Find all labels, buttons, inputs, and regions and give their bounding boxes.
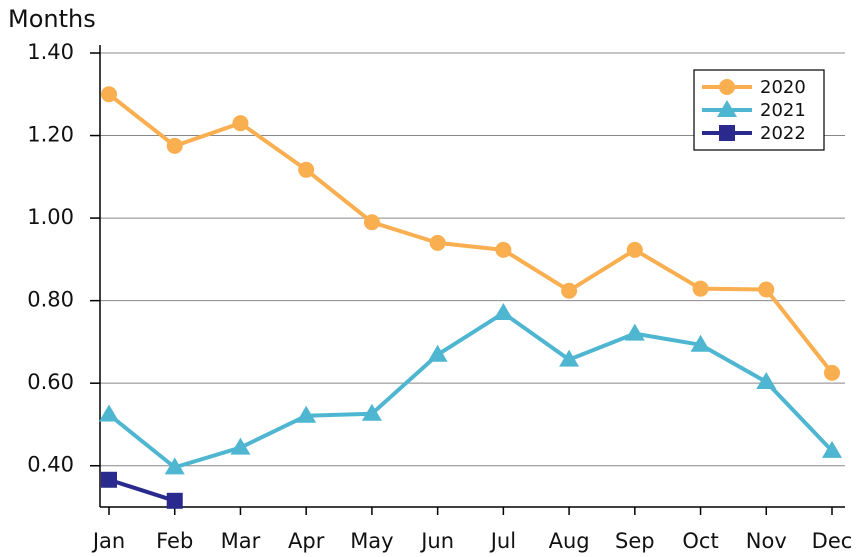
legend-label: 2022 [760, 123, 806, 144]
legend-label: 2021 [760, 100, 806, 121]
data-point [298, 161, 315, 178]
x-tick-label: Jun [419, 529, 454, 553]
data-point [561, 282, 578, 299]
y-tick-label: 0.80 [27, 288, 74, 312]
data-point [495, 241, 512, 258]
data-point [361, 403, 382, 421]
x-tick-label: Mar [221, 529, 261, 553]
legend-label: 2020 [760, 77, 806, 98]
x-tick-label: Dec [812, 529, 853, 553]
data-point [559, 349, 580, 367]
data-point [824, 364, 840, 381]
data-point [166, 492, 183, 509]
data-point [166, 137, 183, 154]
data-point [692, 280, 709, 297]
series-line [107, 92, 834, 375]
data-point [164, 457, 185, 475]
y-tick-label: 1.40 [27, 40, 74, 64]
x-tick-label: Aug [549, 529, 590, 553]
data-point [101, 471, 117, 488]
legend-marker [719, 79, 735, 95]
legend-marker [719, 125, 735, 141]
data-point [296, 405, 317, 423]
data-point [99, 404, 119, 422]
data-point [624, 323, 645, 341]
y-tick-label: 1.00 [27, 205, 74, 229]
data-point [493, 303, 514, 321]
legend-marker [717, 100, 737, 117]
y-tick-label: 1.20 [27, 123, 74, 147]
x-tick-label: Jul [489, 529, 516, 553]
x-tick-label: Jan [91, 529, 125, 553]
data-point [232, 115, 249, 132]
x-tick-label: May [350, 529, 393, 553]
x-tick-label: Nov [746, 529, 787, 553]
data-point [822, 440, 842, 458]
series-line [108, 477, 176, 503]
data-point [690, 334, 711, 352]
data-point [429, 234, 446, 251]
data-point [758, 281, 775, 298]
data-point [363, 214, 380, 231]
series-line [107, 311, 834, 470]
data-point [101, 86, 117, 103]
data-point [230, 437, 251, 455]
x-tick-label: Sep [615, 529, 655, 553]
y-axis-label: Months [8, 5, 96, 33]
y-tick-label: 0.40 [27, 453, 74, 477]
x-tick-label: Feb [156, 529, 193, 553]
data-point [427, 344, 448, 362]
data-point [756, 371, 777, 389]
data-point [626, 241, 643, 258]
x-tick-label: Apr [288, 529, 325, 553]
y-tick-label: 0.60 [27, 370, 74, 394]
x-tick-label: Oct [682, 529, 718, 553]
